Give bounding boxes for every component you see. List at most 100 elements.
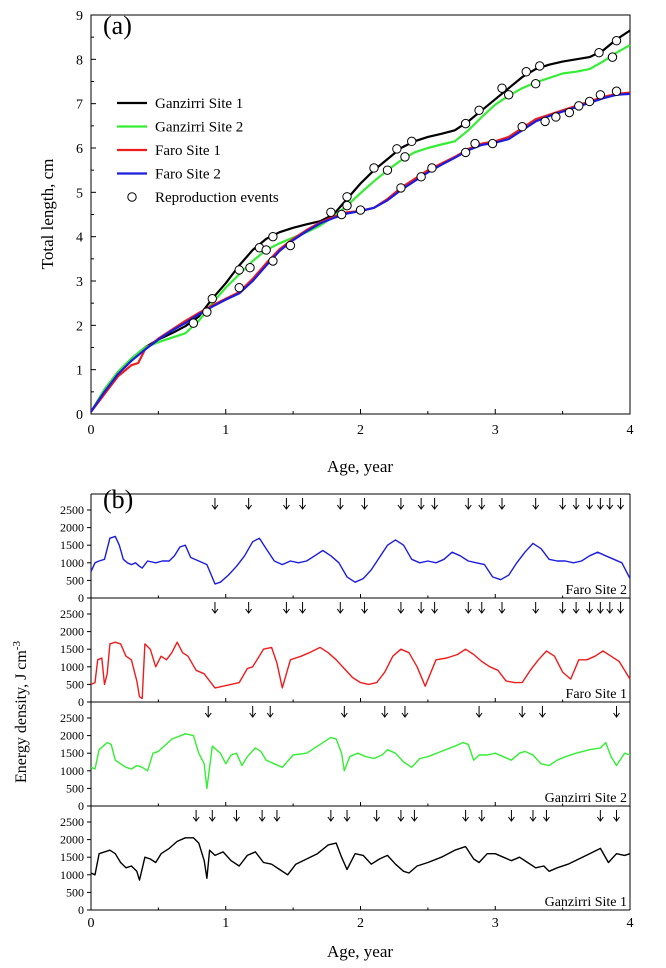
- legend-label: Faro Site 1: [155, 143, 221, 159]
- reproduction-arrow-head: [613, 816, 620, 822]
- panel-a-y-tick-label: 1: [76, 364, 83, 379]
- subplot-faro-site-2: 0 500 1000 1500 2000 2500 Faro Site 2: [60, 493, 631, 605]
- legend-label: Ganzirri Site 2: [155, 120, 243, 136]
- subplot-ganzirri-site-2: 0 500 1000 1500 2000 2500 Ganzirri Site 2: [60, 702, 631, 813]
- subplot-y-tick-label: 1500: [60, 538, 84, 552]
- legend-label: Ganzirri Site 1: [155, 96, 243, 112]
- subplot-x-tick-label: 1: [222, 916, 229, 931]
- panel-a-y-tick-label: 4: [76, 231, 83, 246]
- reproduction-event-marker: [594, 47, 604, 58]
- reproduction-event-marker: [400, 152, 410, 162]
- reproduction-event-marker: [540, 116, 550, 127]
- reproduction-event-marker: [202, 307, 212, 317]
- reproduction-arrow-head: [417, 608, 425, 614]
- reproduction-arrow-head: [596, 504, 604, 510]
- reproduction-arrow-head: [282, 608, 290, 614]
- reproduction-arrow-head: [596, 608, 604, 614]
- reproduction-arrow-head: [617, 504, 624, 510]
- subplot-x-tick-label: 0: [88, 916, 95, 931]
- panel-a-x-tick-label: 3: [492, 423, 499, 438]
- reproduction-event-marker: [470, 138, 480, 149]
- reproduction-event-marker: [261, 245, 271, 255]
- panel-a-y-tick-label: 2: [76, 319, 83, 334]
- reproduction-event-marker: [234, 265, 244, 275]
- reproduction-arrow-head: [606, 608, 614, 614]
- reproduction-arrow-head: [361, 608, 368, 614]
- reproduction-event-marker: [504, 90, 514, 100]
- reproduction-arrow-head: [373, 816, 381, 822]
- reproduction-event-marker: [382, 165, 393, 175]
- reproduction-arrow-head: [417, 504, 425, 510]
- reproduction-arrow-head: [401, 712, 409, 718]
- reproduction-event-marker: [407, 136, 417, 147]
- reproduction-arrow-head: [559, 608, 567, 614]
- panel-a-y-tick-label: 0: [76, 408, 83, 423]
- panel-a-y-tick-label: 5: [76, 186, 83, 201]
- reproduction-event-marker: [611, 36, 622, 46]
- reproduction-arrow-head: [617, 608, 624, 614]
- reproduction-event-marker: [355, 205, 366, 215]
- panel-a-x-tick-label: 4: [627, 423, 634, 438]
- subplot-x-tick-label: 3: [492, 916, 499, 931]
- energy-line-faro-site-2: [90, 535, 631, 585]
- reproduction-arrow-head: [478, 608, 486, 614]
- reproduction-event-marker: [595, 90, 606, 100]
- subplot-y-tick-label: 2000: [60, 729, 84, 743]
- reproduction-event-marker: [521, 67, 531, 77]
- reproduction-arrow-head: [596, 816, 604, 822]
- reproduction-arrow-head: [529, 816, 537, 822]
- panel-a-x-tick-label: 2: [357, 423, 364, 438]
- reproduction-event-marker: [584, 96, 595, 107]
- reproduction-event-marker: [326, 207, 336, 217]
- reproduction-arrow-head: [411, 816, 418, 822]
- reproduction-event-marker: [611, 86, 622, 96]
- reproduction-event-marker: [517, 122, 527, 132]
- reproduction-event-marker: [487, 138, 498, 149]
- subplot-site-label: Faro Site 1: [566, 687, 627, 702]
- reproduction-arrow-head: [249, 712, 257, 718]
- reproduction-arrow-head: [543, 816, 550, 822]
- panel-a-x-axis-label: Age, year: [327, 457, 393, 476]
- reproduction-arrow-head: [606, 504, 614, 510]
- reproduction-arrow-head: [478, 816, 486, 822]
- reproduction-event-marker: [369, 163, 379, 173]
- legend-swatch: [127, 192, 137, 202]
- reproduction-arrow-head: [431, 504, 439, 510]
- reproduction-event-marker: [427, 163, 437, 173]
- reproduction-arrow-head: [211, 504, 219, 510]
- subplot-y-tick-label: 2500: [60, 815, 84, 829]
- series-line-ganzirri-site-2: [90, 44, 631, 413]
- reproduction-arrow-head: [464, 608, 472, 614]
- reproduction-arrow-head: [258, 816, 266, 822]
- subplot-site-label: Ganzirri Site 1: [545, 895, 627, 910]
- subplot-site-label: Faro Site 2: [566, 583, 627, 598]
- reproduction-event-marker: [474, 105, 484, 116]
- panel-a-series: [90, 29, 631, 413]
- reproduction-arrow-head: [336, 608, 344, 614]
- reproduction-arrow-head: [381, 712, 389, 718]
- subplot-y-tick-label: 1000: [60, 660, 84, 674]
- subplot-y-tick-label: 500: [66, 885, 84, 899]
- reproduction-arrow-head: [532, 504, 540, 510]
- series-line-faro-site-1: [90, 91, 631, 413]
- reproduction-arrow-head: [397, 816, 405, 822]
- reproduction-event-marker: [268, 256, 278, 266]
- reproduction-event-marker: [574, 101, 584, 111]
- reproduction-event-marker: [551, 112, 561, 122]
- reproduction-arrow-head: [431, 608, 439, 614]
- legend-label: Faro Site 2: [155, 167, 221, 183]
- reproduction-event-marker: [268, 231, 278, 242]
- subplot-y-tick-label: 0: [78, 903, 84, 917]
- panel-a-y-tick-label: 9: [76, 9, 83, 24]
- panel-a-legend: Ganzirri Site 1 Ganzirri Site 2 Faro Site …: [117, 96, 279, 206]
- reproduction-event-marker: [564, 107, 575, 118]
- reproduction-arrow-head: [245, 504, 253, 510]
- reproduction-arrow-head: [539, 712, 546, 718]
- subplot-y-tick-label: 500: [66, 677, 84, 691]
- reproduction-arrow-head: [233, 816, 240, 822]
- reproduction-arrow-head: [478, 504, 486, 510]
- reproduction-arrow-head: [266, 712, 274, 718]
- reproduction-event-marker: [460, 147, 471, 158]
- subplot-y-tick-label: 0: [78, 799, 84, 813]
